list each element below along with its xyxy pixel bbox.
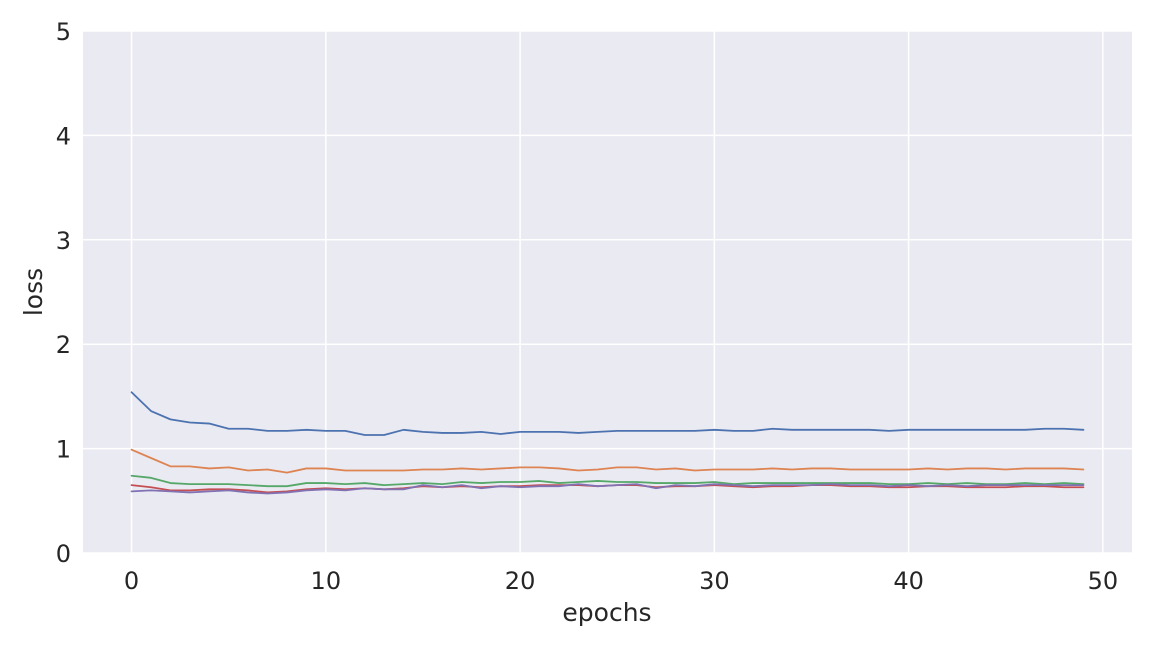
y-axis-ticks: 0 1 2 3 4 5 xyxy=(56,18,71,568)
x-tick-label: 50 xyxy=(1088,567,1119,595)
series-layer xyxy=(130,391,1085,495)
x-axis-label: epochs xyxy=(562,598,651,627)
series-line-2 xyxy=(130,448,1085,474)
x-tick-label: 10 xyxy=(311,567,342,595)
series-line-3 xyxy=(130,474,1085,488)
y-tick-label: 2 xyxy=(56,331,71,359)
y-tick-label: 0 xyxy=(56,540,71,568)
y-tick-label: 4 xyxy=(56,122,71,150)
series-line-5 xyxy=(130,483,1085,495)
x-tick-label: 40 xyxy=(893,567,924,595)
y-axis-label: loss xyxy=(19,268,48,316)
y-tick-label: 3 xyxy=(56,227,71,255)
x-tick-label: 0 xyxy=(124,567,139,595)
x-tick-label: 20 xyxy=(505,567,536,595)
y-tick-label: 1 xyxy=(56,436,71,464)
y-tick-label: 5 xyxy=(56,18,71,46)
series-line-1 xyxy=(130,391,1085,436)
grid xyxy=(83,30,1132,554)
x-axis-ticks: 0 10 20 30 40 50 xyxy=(124,567,1118,595)
plot-background xyxy=(83,31,1132,553)
x-tick-label: 30 xyxy=(699,567,730,595)
